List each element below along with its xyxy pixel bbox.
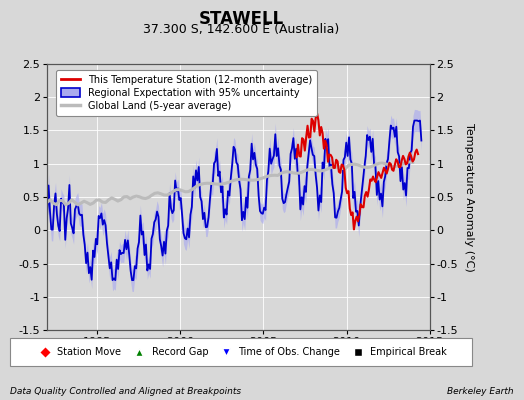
Legend: This Temperature Station (12-month average), Regional Expectation with 95% uncer: This Temperature Station (12-month avera… bbox=[56, 70, 317, 116]
Text: STAWELL: STAWELL bbox=[199, 10, 283, 28]
Text: Data Quality Controlled and Aligned at Breakpoints: Data Quality Controlled and Aligned at B… bbox=[10, 387, 242, 396]
Text: 37.300 S, 142.600 E (Australia): 37.300 S, 142.600 E (Australia) bbox=[143, 23, 339, 36]
Legend: Station Move, Record Gap, Time of Obs. Change, Empirical Break: Station Move, Record Gap, Time of Obs. C… bbox=[32, 344, 450, 360]
Y-axis label: Temperature Anomaly (°C): Temperature Anomaly (°C) bbox=[464, 123, 474, 271]
Text: Berkeley Earth: Berkeley Earth bbox=[447, 387, 514, 396]
FancyBboxPatch shape bbox=[10, 338, 472, 366]
